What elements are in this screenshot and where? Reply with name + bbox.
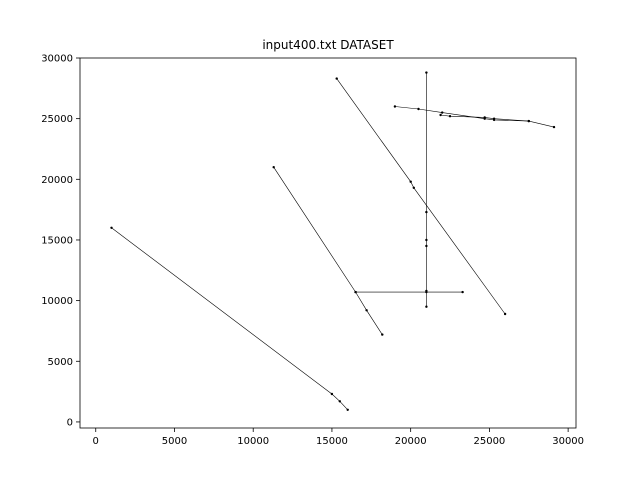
data-point [425,238,428,242]
series-line-3 [336,78,506,315]
data-point [552,125,556,129]
y-tick-label: 20000 [41,175,73,186]
axes: 0 5000 10000 15000 20000 25000 30000 0 5000 10000… [41,54,584,448]
plot-lines [111,72,555,411]
data-point [439,113,442,117]
x-tick-label: 10000 [237,436,269,447]
x-tick-label: 5000 [162,436,187,447]
y-tick-label: 10000 [41,296,73,307]
x-tick-label: 20000 [395,436,427,447]
x-tick-label: 15000 [316,436,348,447]
data-point [425,244,428,248]
data-point [110,226,113,229]
data-point [492,117,496,120]
data-point [346,408,349,411]
data-point [425,210,428,214]
data-point [409,180,412,183]
chart-title: input400.txt DATASET [262,38,394,52]
data-point [354,290,357,294]
data-point [527,119,530,123]
data-point [412,186,415,189]
x-tick-label: 30000 [552,436,584,447]
plot-frame [79,57,577,429]
data-point [461,290,464,294]
data-point [425,305,428,308]
data-point [425,71,428,74]
data-point [330,392,334,396]
data-point [393,105,397,108]
x-tick-label: 0 [93,436,99,447]
data-point [441,111,444,114]
data-point [365,309,368,312]
y-tick-label: 5000 [48,357,73,368]
x-tick-label: 25000 [473,436,505,447]
y-tick-label: 0 [67,417,73,428]
y-tick-label: 30000 [41,54,73,65]
y-tick-label: 15000 [41,235,73,246]
data-point [417,107,420,111]
data-point [272,166,275,169]
data-point [483,116,486,119]
plot-points [110,71,556,411]
data-point [448,115,452,118]
series-line-2 [273,167,383,335]
data-point [338,400,341,403]
series-line-1 [111,227,348,411]
data-point [335,77,338,80]
data-point [503,312,507,316]
data-point [425,290,428,294]
data-point [381,333,384,336]
y-tick-label: 25000 [41,114,73,125]
